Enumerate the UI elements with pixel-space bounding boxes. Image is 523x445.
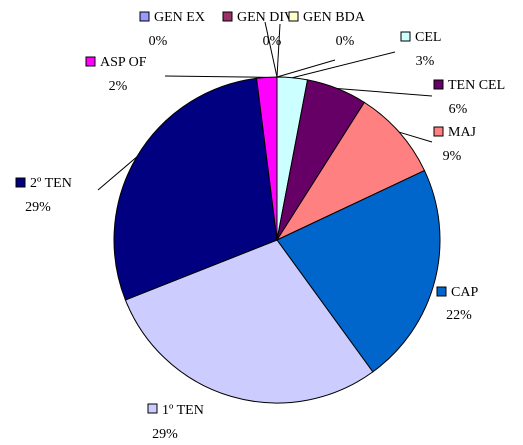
leader-line [164, 75, 267, 78]
slice-label: GEN DIV [237, 10, 294, 25]
slice-label: GEN EX [154, 10, 205, 25]
slice-value-label: 2% [109, 79, 128, 94]
slice-label: CEL [415, 30, 441, 45]
leader-line [264, 21, 278, 78]
slice-value-label: 6% [449, 102, 468, 117]
slice-value-label: 22% [446, 308, 472, 323]
slice-value-label: 0% [336, 34, 355, 49]
slice-label: 2º TEN [30, 176, 72, 191]
slice-value-label: 3% [416, 54, 435, 69]
pie-slice [256, 76, 278, 241]
leader-line [292, 51, 396, 79]
pie-slice [124, 239, 374, 404]
slice-label: 1º TEN [162, 403, 204, 418]
legend-swatch [436, 286, 447, 297]
legend-swatch [288, 11, 299, 22]
slice-label: ASP OF [100, 55, 147, 70]
pie-slice [275, 101, 426, 242]
legend-swatch [15, 177, 26, 188]
slice-value-label: 0% [149, 34, 168, 49]
legend-swatch [400, 31, 411, 42]
pie-slice [276, 169, 441, 373]
leader-line [276, 59, 336, 78]
legend-swatch [147, 403, 158, 414]
leader-line [276, 23, 281, 78]
slice-value-label: 29% [25, 200, 51, 215]
slice-value-label: 9% [443, 149, 462, 164]
slice-label: TEN CEL [448, 78, 505, 93]
slice-label: CAP [451, 285, 478, 300]
legend-swatch [85, 56, 96, 67]
slice-label: GEN BDA [303, 10, 366, 25]
slice-value-label: 29% [152, 427, 178, 442]
legend-swatch [222, 11, 233, 22]
legend-swatch [139, 11, 150, 22]
leader-line [399, 131, 433, 143]
leader-line [97, 156, 138, 191]
legend-swatch [433, 79, 444, 90]
pie-slice [113, 77, 278, 301]
slice-value-label: 0% [263, 34, 282, 49]
leader-line [336, 87, 433, 97]
slice-label: MAJ [448, 125, 477, 140]
legend-swatch [433, 126, 444, 137]
